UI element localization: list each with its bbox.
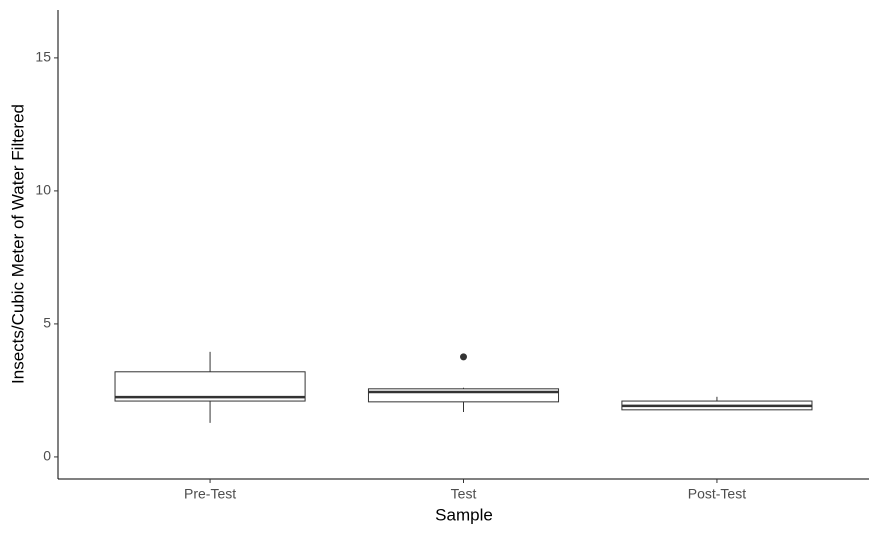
x-tick-label: Post-Test: [688, 486, 746, 502]
x-axis-title: Sample: [435, 505, 493, 524]
y-tick-label: 15: [35, 49, 51, 65]
y-axis-title: Insects/Cubic Meter of Water Filtered: [8, 104, 27, 384]
y-tick-label: 10: [35, 182, 51, 198]
outlier: [460, 353, 467, 361]
y-tick-label: 0: [43, 448, 51, 464]
y-tick-label: 5: [43, 315, 51, 331]
x-tick-label: Pre-Test: [184, 486, 236, 502]
x-tick-label: Test: [451, 486, 477, 502]
